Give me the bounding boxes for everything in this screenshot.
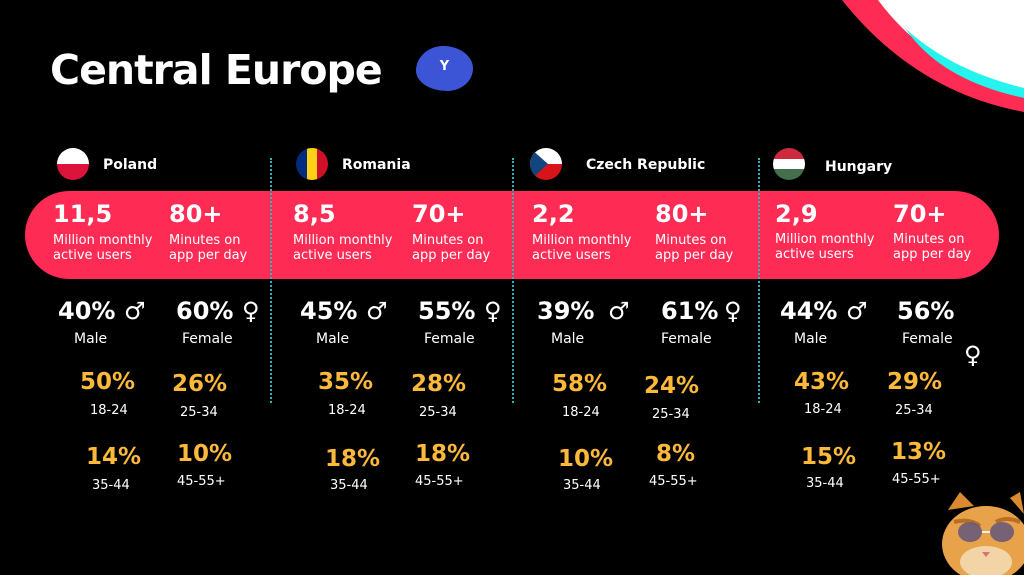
age-range: 25-34 — [180, 405, 218, 420]
age-percentage: 14% — [86, 444, 142, 470]
mau-label: Million monthly active users — [293, 233, 393, 263]
age-range: 25-34 — [895, 403, 933, 418]
female-percentage: 55% — [418, 297, 476, 325]
male-label: Male — [316, 331, 350, 347]
female-label: Female — [424, 331, 475, 347]
column-divider — [270, 158, 272, 403]
male-icon: ♂ — [846, 297, 868, 325]
age-range: 35-44 — [563, 478, 601, 493]
male-percentage: 44% — [780, 297, 838, 325]
age-percentage: 28% — [411, 371, 467, 397]
mau-value: 2,2 — [532, 200, 575, 228]
minutes-value: 70+ — [893, 200, 947, 228]
age-range: 35-44 — [806, 476, 844, 491]
age-percentage: 18% — [415, 441, 471, 467]
minutes-label: Minutes on app per day — [169, 233, 248, 263]
age-percentage: 29% — [887, 369, 943, 395]
country-name: Czech Republic — [586, 157, 706, 173]
female-label: Female — [182, 331, 233, 347]
minutes-label: Minutes on app per day — [412, 233, 491, 263]
male-label: Male — [794, 331, 828, 347]
mau-label: Million monthly active users — [775, 232, 875, 262]
poland-flag-icon — [57, 148, 89, 180]
page-title: Central Europe — [50, 46, 383, 94]
age-range: 25-34 — [652, 407, 690, 422]
age-range: 18-24 — [328, 403, 366, 418]
mau-value: 2,9 — [775, 200, 818, 228]
age-percentage: 24% — [644, 373, 700, 399]
age-percentage: 10% — [558, 446, 614, 472]
age-range: 45-55+ — [649, 474, 698, 489]
male-icon: ♂ — [608, 297, 630, 325]
age-percentage: 58% — [552, 371, 608, 397]
column-divider — [512, 158, 514, 403]
country-name: Poland — [103, 157, 158, 173]
age-range: 18-24 — [804, 402, 842, 417]
age-range: 45-55+ — [177, 474, 226, 489]
age-percentage: 50% — [80, 369, 136, 395]
male-icon: ♂ — [124, 297, 146, 325]
male-label: Male — [74, 331, 108, 347]
male-percentage: 45% — [300, 297, 358, 325]
age-range: 18-24 — [90, 403, 128, 418]
age-percentage: 15% — [801, 444, 857, 470]
male-label: Male — [551, 331, 585, 347]
country-name: Hungary — [825, 159, 893, 175]
age-range: 45-55+ — [892, 472, 941, 487]
female-icon: ♀ — [242, 297, 260, 325]
mau-value: 11,5 — [53, 200, 113, 228]
mau-label: Million monthly active users — [53, 233, 153, 263]
minutes-label: Minutes on app per day — [893, 232, 972, 262]
minutes-value: 80+ — [169, 200, 223, 228]
mau-value: 8,5 — [293, 200, 336, 228]
age-range: 18-24 — [562, 405, 600, 420]
female-label: Female — [902, 331, 953, 347]
minutes-value: 80+ — [655, 200, 709, 228]
male-percentage: 39% — [537, 297, 595, 325]
female-percentage: 61% — [661, 297, 719, 325]
age-percentage: 10% — [177, 441, 233, 467]
romania-flag-icon — [296, 148, 328, 180]
badge-letter: Y — [439, 59, 450, 74]
age-range: 25-34 — [419, 405, 457, 420]
female-percentage: 60% — [176, 297, 234, 325]
minutes-value: 70+ — [412, 200, 466, 228]
female-label: Female — [661, 331, 712, 347]
hungary-flag-icon — [773, 148, 805, 180]
age-percentage: 13% — [891, 439, 947, 465]
female-icon: ♀ — [724, 297, 742, 325]
female-icon: ♀ — [964, 341, 982, 369]
age-range: 45-55+ — [415, 474, 464, 489]
cat-sunglasses-illustration — [942, 492, 1024, 575]
corner-ribbon-decoration — [842, 0, 1024, 112]
age-percentage: 18% — [325, 446, 381, 472]
mau-label: Million monthly active users — [532, 233, 632, 263]
age-percentage: 8% — [656, 441, 696, 467]
age-percentage: 35% — [318, 369, 374, 395]
female-percentage: 56% — [897, 297, 955, 325]
age-range: 35-44 — [330, 478, 368, 493]
age-percentage: 26% — [172, 371, 228, 397]
age-percentage: 43% — [794, 369, 850, 395]
column-divider — [758, 158, 760, 403]
female-icon: ♀ — [484, 297, 502, 325]
country-name: Romania — [342, 157, 411, 173]
minutes-label: Minutes on app per day — [655, 233, 734, 263]
male-icon: ♂ — [366, 297, 388, 325]
logo-badge: Y — [416, 46, 473, 91]
age-range: 35-44 — [92, 478, 130, 493]
czech-flag-icon — [530, 148, 562, 180]
male-percentage: 40% — [58, 297, 116, 325]
